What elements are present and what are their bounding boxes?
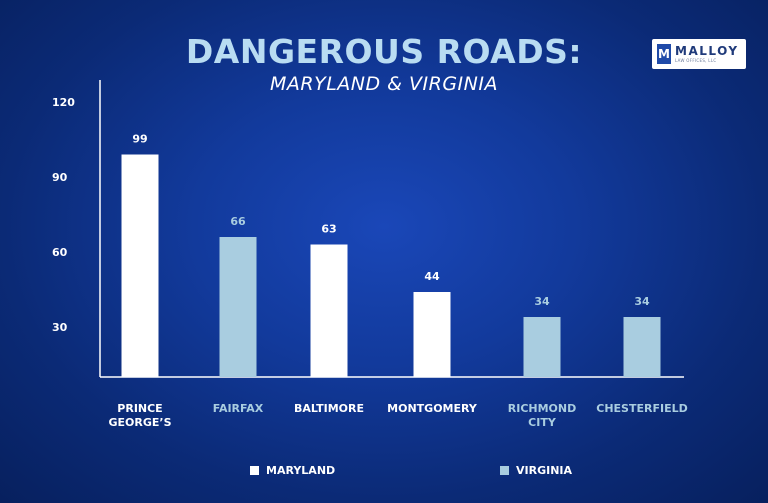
- legend-label-virginia: VIRGINIA: [516, 463, 573, 477]
- bar: [219, 237, 257, 377]
- bar-value-label: 44: [424, 270, 440, 283]
- bar-value-label: 34: [634, 295, 650, 308]
- x-tick-label-line: GEORGE’S: [108, 416, 171, 429]
- bar: [623, 317, 661, 377]
- legend-label-maryland: MARYLAND: [266, 463, 336, 477]
- x-tick-label-line: FAIRFAX: [213, 402, 264, 415]
- x-tick-label-line: MONTGOMERY: [387, 402, 478, 415]
- x-tick-label-line: CITY: [528, 416, 557, 429]
- chart-subtitle: MARYLAND & VIRGINIA: [270, 73, 498, 95]
- y-tick-label: 90: [52, 171, 68, 184]
- logo-mark-icon: M: [657, 44, 671, 64]
- x-tick-label-line: PRINCE: [117, 402, 162, 415]
- malloy-logo: M MALLOY LAW OFFICES, LLC: [652, 39, 746, 69]
- x-tick-label: FAIRFAX: [213, 402, 264, 415]
- bar-value-label: 34: [534, 295, 550, 308]
- logo-name: MALLOY: [675, 44, 739, 58]
- legend-swatch-virginia: [500, 465, 509, 475]
- logo-text: MALLOY LAW OFFICES, LLC: [675, 45, 739, 63]
- chart-title: DANGEROUS ROADS:: [185, 32, 583, 71]
- bar: [310, 244, 348, 377]
- bar: [523, 317, 561, 377]
- x-tick-label: MONTGOMERY: [387, 402, 478, 415]
- x-tick-label: RICHMOND CITY: [508, 402, 576, 429]
- x-tick-label-line: CHESTERFIELD: [596, 402, 687, 415]
- x-tick-label: BALTIMORE: [294, 402, 364, 415]
- x-tick-label: PRINCE GEORGE’S: [108, 402, 171, 429]
- y-tick-label: 30: [52, 321, 68, 334]
- x-tick-label-line: BALTIMORE: [294, 402, 364, 415]
- y-tick-label: 60: [52, 246, 68, 259]
- x-tick-label: CHESTERFIELD: [596, 402, 687, 415]
- legend-item-maryland: MARYLAND: [250, 462, 335, 478]
- legend-item-virginia: VIRGINIA: [500, 462, 572, 478]
- legend-swatch-maryland: [250, 465, 259, 475]
- bar-value-label: 66: [230, 215, 246, 228]
- y-tick-label: 120: [52, 96, 75, 109]
- bar: [413, 292, 451, 377]
- x-tick-label-line: RICHMOND: [508, 402, 576, 415]
- bar-value-label: 99: [132, 133, 147, 146]
- bar-value-label: 63: [321, 223, 336, 236]
- logo-subtitle: LAW OFFICES, LLC: [675, 58, 717, 63]
- bar: [121, 154, 159, 377]
